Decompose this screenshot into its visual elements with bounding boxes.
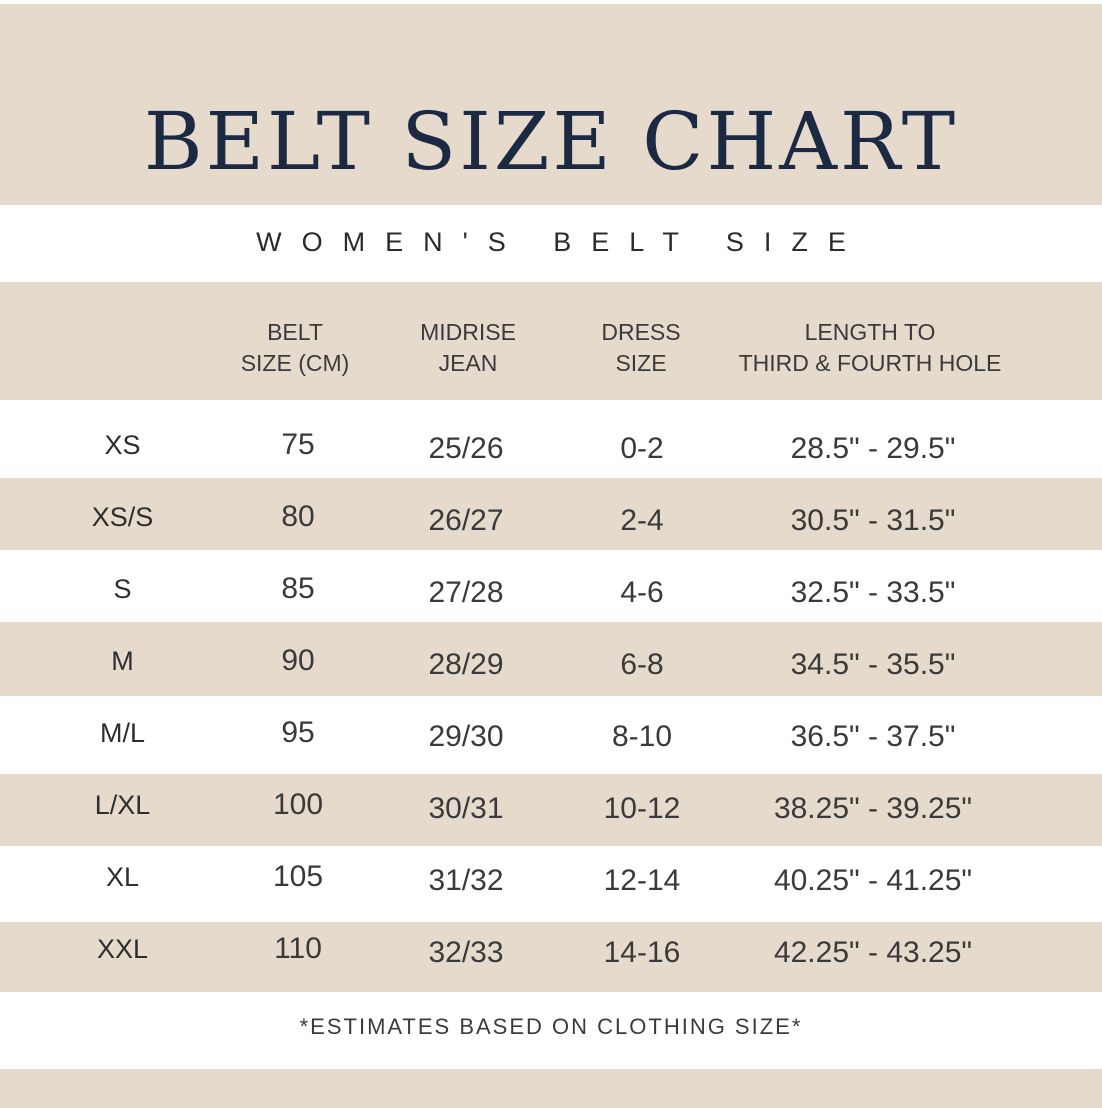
cell-midrise-jean: 26/27 xyxy=(428,504,504,537)
title-banner xyxy=(0,4,1102,205)
cell-dress-size: 0-2 xyxy=(620,432,664,465)
cell-length: 32.5" - 33.5" xyxy=(790,576,956,609)
footnote: *ESTIMATES BASED ON CLOTHING SIZE* xyxy=(299,1014,803,1039)
cell-belt-cm: 80 xyxy=(281,500,315,533)
cell-length: 40.25" - 41.25" xyxy=(773,864,973,897)
cell-dress-size: 12-14 xyxy=(603,864,681,897)
cell-length: 38.25" - 39.25" xyxy=(773,792,973,825)
row-band xyxy=(0,478,1102,550)
header-dress-size: DRESS SIZE xyxy=(601,319,681,376)
cell-length: 42.25" - 43.25" xyxy=(773,936,973,969)
cell-dress-size: 2-4 xyxy=(620,504,664,537)
cell-dress-size: 14-16 xyxy=(603,936,681,969)
cell-dress-size: 6-8 xyxy=(620,648,664,681)
page-subtitle: WOMEN'S BELT SIZE xyxy=(256,227,866,257)
page-title: BELT SIZE CHART xyxy=(143,95,959,188)
cell-dress-size: 4-6 xyxy=(620,576,664,609)
cell-length: 28.5" - 29.5" xyxy=(790,432,956,465)
cell-midrise-jean: 28/29 xyxy=(428,648,504,681)
row-band xyxy=(0,922,1102,992)
cell-belt-cm: 75 xyxy=(281,428,315,461)
cell-size: XL xyxy=(105,862,140,892)
cell-belt-cm: 105 xyxy=(272,860,324,893)
cell-belt-cm: 110 xyxy=(274,932,322,965)
cell-midrise-jean: 25/26 xyxy=(428,432,504,465)
cell-size: XXL xyxy=(96,934,149,964)
cell-midrise-jean: 32/33 xyxy=(428,936,504,969)
cell-size: S xyxy=(113,574,132,604)
cell-midrise-jean: 30/31 xyxy=(428,792,504,825)
cell-size: M/L xyxy=(99,718,145,748)
header-midrise-jean: MIDRISE JEAN xyxy=(420,319,516,376)
cell-length: 34.5" - 35.5" xyxy=(790,648,956,681)
cell-midrise-jean: 31/32 xyxy=(428,864,504,897)
cell-belt-cm: 90 xyxy=(281,644,315,677)
cell-midrise-jean: 29/30 xyxy=(428,720,504,753)
cell-belt-cm: 85 xyxy=(281,572,315,605)
table-header-band xyxy=(0,282,1102,400)
row-band xyxy=(0,774,1102,846)
bottom-band xyxy=(0,1069,1102,1108)
header-belt-size-cm: BELT SIZE (CM) xyxy=(240,319,350,376)
cell-dress-size: 10-12 xyxy=(603,792,681,825)
cell-belt-cm: 95 xyxy=(281,716,315,749)
cell-length: 36.5" - 37.5" xyxy=(790,720,956,753)
cell-dress-size: 8-10 xyxy=(611,720,673,753)
header-length-to-hole: LENGTH TO THIRD & FOURTH HOLE xyxy=(738,319,1002,376)
cell-length: 30.5" - 31.5" xyxy=(790,504,956,537)
cell-midrise-jean: 27/28 xyxy=(428,576,504,609)
cell-size: XS xyxy=(104,430,141,460)
row-band xyxy=(0,622,1102,696)
cell-size: XS/S xyxy=(91,502,154,532)
cell-size: L/XL xyxy=(94,790,151,820)
cell-belt-cm: 100 xyxy=(272,788,324,821)
cell-size: M xyxy=(111,646,134,676)
